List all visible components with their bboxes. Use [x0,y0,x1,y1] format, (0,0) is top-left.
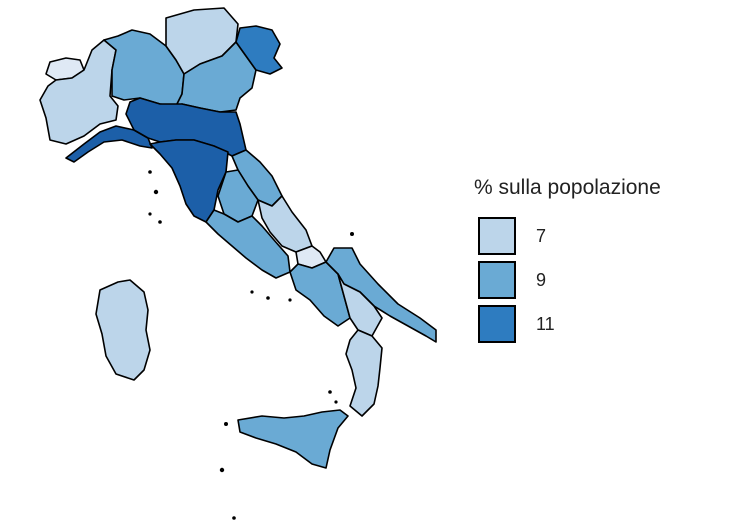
legend-label: 9 [536,269,547,290]
region-sardegna[interactable] [95,279,151,381]
region-sicilia[interactable] [237,409,349,469]
legend-title: % sulla popolazione [474,176,661,199]
legend-label: 11 [536,313,555,334]
legend-item: 9 [474,258,661,302]
region-liguria[interactable] [65,125,153,163]
region-basilicata[interactable] [337,273,383,337]
legend-label: 7 [536,225,547,246]
legend-swatch [478,305,516,343]
region-calabria[interactable] [345,329,383,417]
legend-item: 11 [474,302,661,346]
region-toscana[interactable] [149,139,229,223]
minor-islands [148,170,354,520]
map-legend: % sulla popolazione 7 9 11 [474,176,661,346]
region-friuli[interactable] [235,25,283,75]
region-lazio[interactable] [205,209,291,279]
legend-swatch [478,261,516,299]
region-piemonte[interactable] [39,39,119,145]
legend-item: 7 [474,214,661,258]
legend-swatch [478,217,516,255]
